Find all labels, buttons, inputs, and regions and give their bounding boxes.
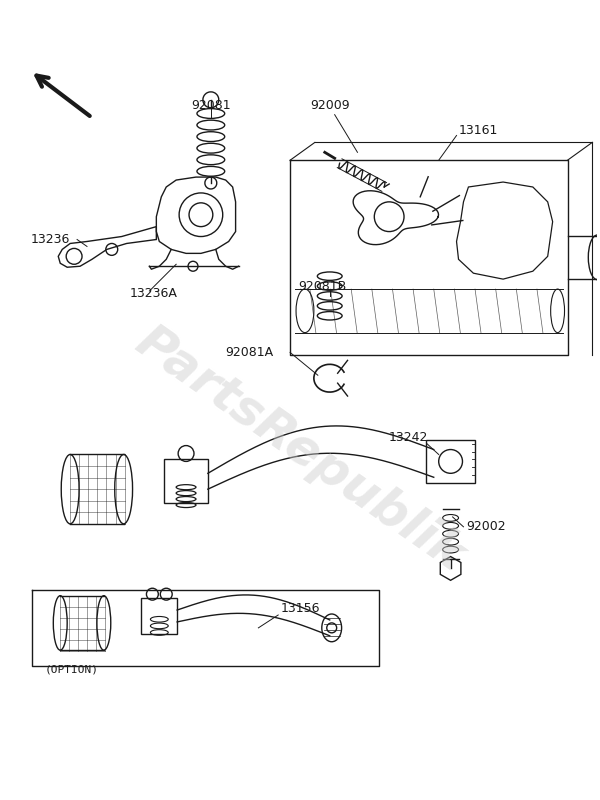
- Text: 13242: 13242: [389, 431, 428, 444]
- Text: 92009: 92009: [310, 99, 350, 112]
- Text: 13236: 13236: [31, 233, 70, 246]
- Text: 92081B: 92081B: [298, 279, 346, 293]
- Text: 92081A: 92081A: [226, 346, 274, 359]
- Bar: [426, 440, 475, 483]
- Bar: [164, 459, 208, 503]
- Text: PartsRepublik: PartsRepublik: [127, 318, 473, 581]
- Text: 92081: 92081: [191, 99, 230, 112]
- Bar: [142, 598, 177, 634]
- Text: 92002: 92002: [466, 520, 506, 534]
- Text: 13156: 13156: [280, 602, 320, 614]
- Text: 13161: 13161: [458, 124, 498, 137]
- Text: 13236A: 13236A: [130, 287, 178, 301]
- Text: (OPTION): (OPTION): [44, 665, 98, 674]
